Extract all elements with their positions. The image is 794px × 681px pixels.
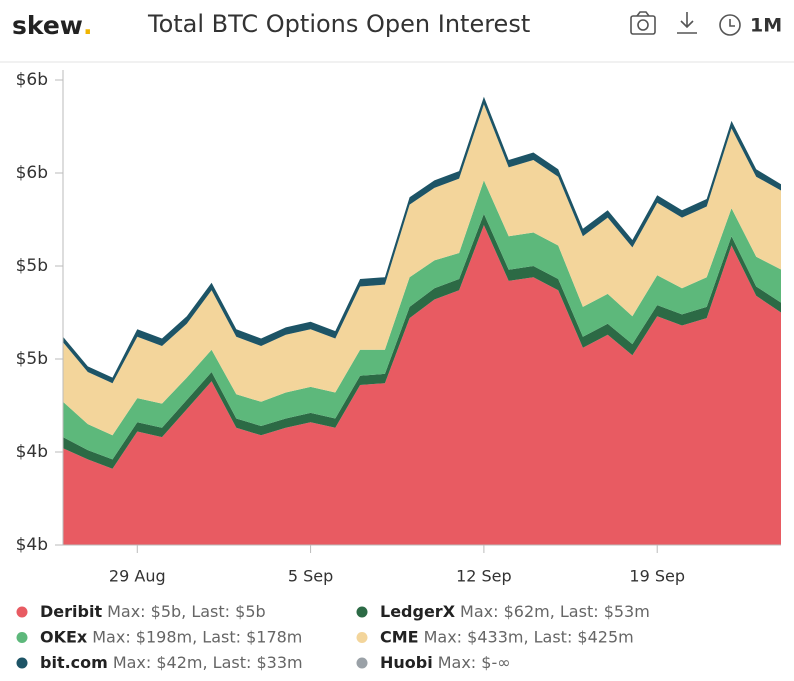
legend-name: Deribit bbox=[40, 602, 102, 621]
legend-item[interactable]: CME Max: $433m, Last: $425m bbox=[356, 627, 634, 646]
legend-item[interactable]: LedgerX Max: $62m, Last: $53m bbox=[356, 602, 650, 621]
legend-summary: Max: $433m, Last: $425m bbox=[424, 627, 634, 646]
x-tick-label: 29 Aug bbox=[109, 567, 166, 586]
area bbox=[63, 213, 781, 469]
legend-swatch bbox=[16, 606, 28, 618]
legend-item[interactable]: Huobi Max: $-∞ bbox=[356, 653, 511, 672]
area bbox=[63, 225, 781, 545]
legend-summary: Max: $5b, Last: $5b bbox=[107, 602, 266, 621]
y-tick-label: $4b bbox=[16, 442, 48, 462]
legend-item[interactable]: Deribit Max: $5b, Last: $5b bbox=[16, 602, 266, 621]
y-tick-label: $5b bbox=[16, 349, 48, 369]
legend-swatch bbox=[16, 632, 28, 643]
y-tick-label: $5b bbox=[16, 256, 48, 276]
y-tick-label: $6b bbox=[16, 163, 48, 183]
range-button[interactable]: 1M bbox=[750, 15, 782, 37]
legend-summary: Max: $198m, Last: $178m bbox=[92, 627, 302, 646]
axes: $4b $4b $5b $5b $6b $6b 29 Aug 5 Sep 12 Sep 19 Se… bbox=[16, 70, 781, 586]
legend-name: Huobi bbox=[380, 653, 433, 672]
y-tick-label: $4b bbox=[16, 535, 48, 555]
legend-name: LedgerX bbox=[380, 602, 456, 621]
legend-item[interactable]: bit.com Max: $42m, Last: $33m bbox=[16, 653, 303, 672]
legend-label: CME Max: $433m, Last: $425m bbox=[380, 627, 634, 646]
legend-name: OKEx bbox=[40, 627, 88, 646]
legend-label: OKEx Max: $198m, Last: $178m bbox=[40, 627, 302, 646]
legend: Deribit Max: $5b, Last: $5b LedgerX Max: $6… bbox=[16, 602, 650, 672]
camera-icon[interactable] bbox=[630, 11, 656, 35]
legend-swatch bbox=[16, 657, 28, 669]
legend-label: Huobi Max: $-∞ bbox=[380, 653, 511, 672]
legend-swatch bbox=[356, 657, 368, 669]
area bbox=[63, 104, 781, 436]
legend-summary: Max: $42m, Last: $33m bbox=[113, 653, 303, 672]
legend-summary: Max: $-∞ bbox=[438, 653, 511, 672]
y-tick-label: $6b bbox=[16, 70, 48, 90]
logo: skew bbox=[12, 11, 83, 40]
legend-name: bit.com bbox=[40, 653, 108, 672]
plot-area bbox=[63, 96, 781, 545]
title: Total BTC Options Open Interest bbox=[147, 10, 530, 38]
clock-icon[interactable] bbox=[719, 14, 741, 36]
legend-item[interactable]: OKEx Max: $198m, Last: $178m bbox=[16, 627, 303, 646]
x-tick-label: 19 Sep bbox=[629, 567, 685, 586]
legend-label: Deribit Max: $5b, Last: $5b bbox=[40, 602, 266, 621]
legend-swatch bbox=[356, 606, 368, 618]
logo-dot: . bbox=[83, 11, 93, 40]
legend-swatch bbox=[356, 632, 368, 643]
legend-summary: Max: $62m, Last: $53m bbox=[460, 602, 650, 621]
legend-label: bit.com Max: $42m, Last: $33m bbox=[40, 653, 303, 672]
area bbox=[63, 180, 781, 460]
legend-label: LedgerX Max: $62m, Last: $53m bbox=[380, 602, 650, 621]
x-tick-label: 12 Sep bbox=[456, 567, 512, 586]
download-icon[interactable] bbox=[677, 12, 697, 34]
legend-name: CME bbox=[380, 627, 419, 646]
x-tick-label: 5 Sep bbox=[288, 567, 333, 586]
